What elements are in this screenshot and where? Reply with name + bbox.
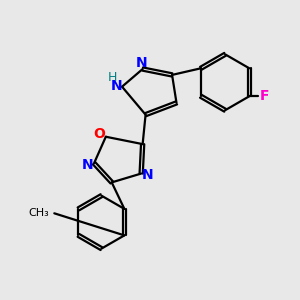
Text: H: H: [108, 71, 117, 84]
Text: N: N: [142, 168, 154, 182]
Text: N: N: [135, 56, 147, 70]
Text: N: N: [82, 158, 93, 172]
Text: O: O: [93, 127, 105, 141]
Text: N: N: [110, 79, 122, 93]
Text: F: F: [260, 89, 270, 103]
Text: CH₃: CH₃: [28, 208, 49, 218]
